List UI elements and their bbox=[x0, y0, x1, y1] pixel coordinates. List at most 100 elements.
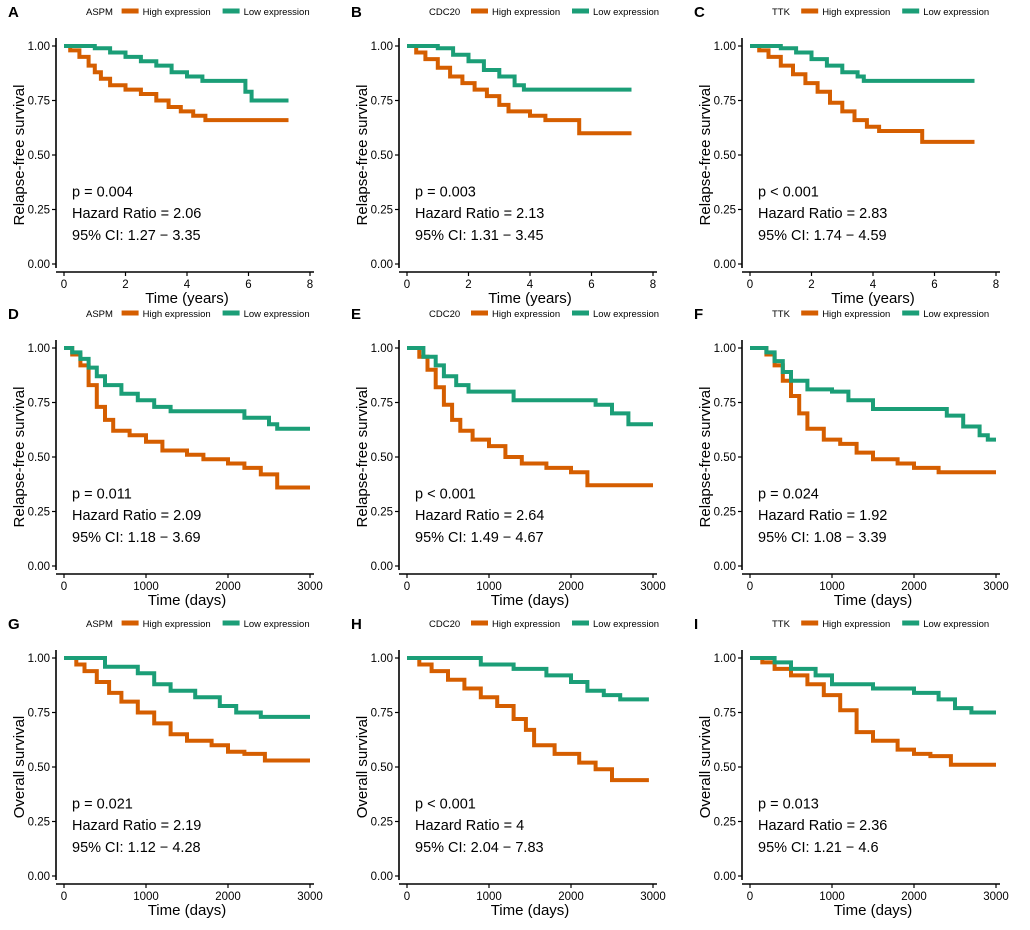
low-expression-curve bbox=[64, 656, 310, 719]
panel-g: G ASPM High expression Low expression 0.00 0.… bbox=[8, 616, 323, 919]
y-tick-label: 1.00 bbox=[714, 653, 736, 665]
legend-high-label: High expression bbox=[143, 619, 211, 630]
y-tick-label: 0.25 bbox=[371, 817, 393, 829]
confidence-interval: 95% CI: 1.27 − 3.35 bbox=[72, 228, 201, 244]
y-axis-title: Overall survival bbox=[11, 716, 28, 819]
x-tick-label: 8 bbox=[993, 279, 999, 291]
x-tick-label: 2000 bbox=[215, 581, 241, 593]
x-tick-label: 3000 bbox=[297, 581, 323, 593]
y-tick-label: 0.25 bbox=[714, 817, 736, 829]
x-axis-title: Time (days) bbox=[834, 592, 913, 609]
x-tick-label: 1000 bbox=[133, 581, 159, 593]
legend-low-label: Low expression bbox=[923, 619, 989, 630]
y-tick-label: 0.00 bbox=[28, 561, 50, 573]
y-tick-label: 0.25 bbox=[28, 817, 50, 829]
legend-high-label: High expression bbox=[822, 309, 890, 320]
high-expression-curve bbox=[64, 44, 289, 123]
x-axis-title: Time (days) bbox=[834, 902, 913, 919]
y-tick-label: 0.25 bbox=[714, 205, 736, 217]
legend-high-label: High expression bbox=[822, 7, 890, 18]
x-tick-label: 2 bbox=[122, 279, 128, 291]
legend-gene-label: ASPM bbox=[86, 619, 113, 630]
legend-low-label: Low expression bbox=[244, 309, 310, 320]
low-expression-curve bbox=[750, 346, 996, 442]
y-tick-label: 1.00 bbox=[371, 41, 393, 53]
y-tick-label: 0.50 bbox=[371, 150, 393, 162]
x-axis-title: Time (days) bbox=[491, 902, 570, 919]
x-tick-label: 2000 bbox=[558, 581, 584, 593]
y-tick-label: 1.00 bbox=[371, 343, 393, 355]
hazard-ratio: Hazard Ratio = 4 bbox=[415, 818, 524, 834]
x-tick-label: 8 bbox=[650, 279, 656, 291]
y-axis-title: Overall survival bbox=[697, 716, 714, 819]
y-tick-label: 0.00 bbox=[714, 561, 736, 573]
y-tick-label: 1.00 bbox=[28, 653, 50, 665]
panel-letter: C bbox=[694, 4, 705, 21]
y-axis-title: Relapse-free survival bbox=[354, 85, 371, 226]
low-expression-curve bbox=[750, 656, 996, 715]
x-tick-label: 2000 bbox=[558, 891, 584, 903]
hazard-ratio: Hazard Ratio = 2.83 bbox=[758, 206, 887, 222]
y-axis-title: Relapse-free survival bbox=[697, 387, 714, 528]
hazard-ratio: Hazard Ratio = 2.36 bbox=[758, 818, 887, 834]
high-expression-curve bbox=[407, 346, 653, 488]
low-expression-curve bbox=[407, 656, 649, 702]
high-expression-curve bbox=[750, 346, 996, 475]
confidence-interval: 95% CI: 1.21 − 4.6 bbox=[758, 840, 879, 856]
panel-c: C TTK High expression Low expression 0.00 0.2… bbox=[694, 4, 1000, 307]
hazard-ratio: Hazard Ratio = 2.09 bbox=[72, 508, 201, 524]
x-axis-title: Time (days) bbox=[148, 592, 227, 609]
y-tick-label: 0.00 bbox=[714, 871, 736, 883]
legend-high-label: High expression bbox=[492, 619, 560, 630]
x-tick-label: 1000 bbox=[476, 581, 502, 593]
x-tick-label: 0 bbox=[404, 581, 410, 593]
low-expression-curve bbox=[64, 44, 289, 103]
confidence-interval: 95% CI: 2.04 − 7.83 bbox=[415, 840, 544, 856]
y-tick-label: 1.00 bbox=[28, 343, 50, 355]
panel-letter: H bbox=[351, 616, 362, 633]
y-tick-label: 0.75 bbox=[28, 708, 50, 720]
low-expression-curve bbox=[407, 346, 653, 427]
hazard-ratio: Hazard Ratio = 2.64 bbox=[415, 508, 544, 524]
panel-d: D ASPM High expression Low expression 0.00 0.… bbox=[8, 306, 323, 609]
legend-low-label: Low expression bbox=[593, 7, 659, 18]
x-tick-label: 1000 bbox=[476, 891, 502, 903]
p-value: p < 0.001 bbox=[415, 796, 476, 812]
x-tick-label: 6 bbox=[931, 279, 937, 291]
x-tick-label: 6 bbox=[245, 279, 251, 291]
panel-f: F TTK High expression Low expression 0.00 0.2… bbox=[694, 306, 1009, 609]
y-tick-label: 0.75 bbox=[714, 398, 736, 410]
y-tick-label: 0.25 bbox=[371, 205, 393, 217]
x-tick-label: 2 bbox=[465, 279, 471, 291]
y-tick-label: 0.00 bbox=[371, 871, 393, 883]
x-tick-label: 4 bbox=[527, 279, 534, 291]
legend-gene-label: CDC20 bbox=[429, 619, 460, 630]
x-tick-label: 4 bbox=[870, 279, 877, 291]
y-tick-label: 0.50 bbox=[28, 150, 50, 162]
p-value: p < 0.001 bbox=[415, 486, 476, 502]
x-tick-label: 2 bbox=[808, 279, 814, 291]
y-tick-label: 1.00 bbox=[714, 343, 736, 355]
panel-letter: A bbox=[8, 4, 19, 21]
p-value: p = 0.004 bbox=[72, 184, 133, 200]
p-value: p = 0.011 bbox=[72, 486, 132, 502]
high-expression-curve bbox=[407, 656, 649, 783]
x-tick-label: 3000 bbox=[640, 891, 666, 903]
x-tick-label: 0 bbox=[61, 279, 67, 291]
panel-letter: F bbox=[694, 306, 703, 323]
x-tick-label: 0 bbox=[747, 279, 753, 291]
high-expression-curve bbox=[750, 656, 996, 767]
x-axis-title: Time (days) bbox=[148, 902, 227, 919]
y-axis-title: Overall survival bbox=[354, 716, 371, 819]
y-tick-label: 0.75 bbox=[714, 708, 736, 720]
y-tick-label: 0.75 bbox=[28, 398, 50, 410]
y-axis-title: Relapse-free survival bbox=[11, 387, 28, 528]
low-expression-curve bbox=[407, 44, 632, 92]
y-tick-label: 0.50 bbox=[714, 150, 736, 162]
panel-b: B CDC20 High expression Low expression 0.00 0… bbox=[351, 4, 659, 307]
x-tick-label: 3000 bbox=[297, 891, 323, 903]
legend-gene-label: TTK bbox=[772, 619, 791, 630]
legend-high-label: High expression bbox=[492, 309, 560, 320]
panel-e: E CDC20 High expression Low expression 0.00 0… bbox=[351, 306, 666, 609]
x-tick-label: 0 bbox=[747, 891, 753, 903]
